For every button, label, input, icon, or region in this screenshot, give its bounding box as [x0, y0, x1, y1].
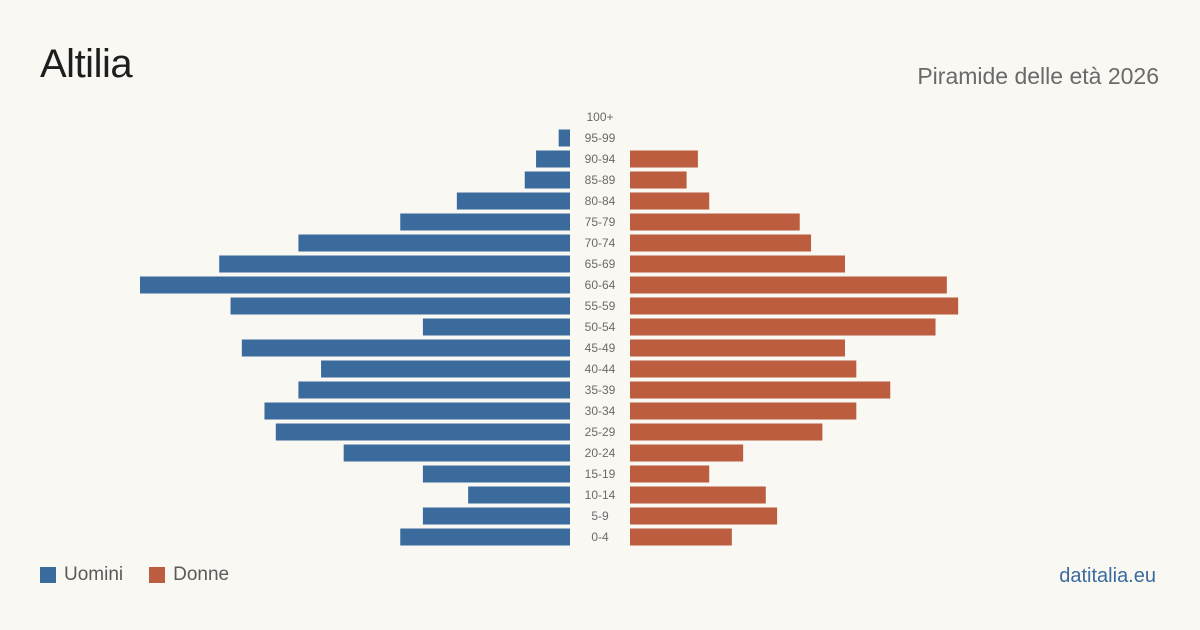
age-group-label: 90-94 [585, 152, 616, 166]
legend-item-women: Donne [149, 564, 229, 586]
bar-women-65-69 [630, 255, 845, 273]
bar-men-90-94 [536, 150, 570, 168]
age-group-label: 20-24 [585, 446, 616, 460]
age-group-label: 60-64 [585, 278, 616, 292]
age-group-label: 45-49 [585, 341, 616, 355]
bar-women-0-4 [630, 528, 732, 546]
bar-women-75-79 [630, 213, 800, 231]
bar-men-60-64 [140, 276, 570, 294]
bar-men-55-59 [230, 297, 571, 315]
bar-men-15-19 [422, 465, 570, 483]
bar-women-15-19 [630, 465, 710, 483]
bar-men-25-29 [275, 423, 570, 441]
bar-men-5-9 [422, 507, 570, 525]
bar-men-0-4 [400, 528, 570, 546]
bar-women-30-34 [630, 402, 857, 420]
bar-men-35-39 [298, 381, 570, 399]
age-group-label: 15-19 [585, 467, 616, 481]
bar-men-20-24 [343, 444, 570, 462]
bar-men-75-79 [400, 213, 570, 231]
age-group-label: 55-59 [585, 299, 616, 313]
bar-women-20-24 [630, 444, 744, 462]
chart-subtitle: Piramide delle età 2026 [917, 63, 1159, 89]
age-group-label: 65-69 [585, 257, 616, 271]
bar-men-40-44 [321, 360, 570, 378]
bar-men-95-99 [558, 129, 570, 147]
bar-women-45-49 [630, 339, 845, 357]
legend: Uomini Donne [40, 564, 255, 586]
bar-women-90-94 [630, 150, 698, 168]
age-group-label: 5-9 [591, 509, 609, 523]
age-group-label: 50-54 [585, 320, 616, 334]
bar-women-35-39 [630, 381, 891, 399]
bar-women-40-44 [630, 360, 857, 378]
bar-men-70-74 [298, 234, 570, 252]
legend-swatch-women [149, 567, 166, 583]
bar-women-5-9 [630, 507, 778, 525]
age-group-label: 80-84 [585, 194, 616, 208]
age-group-label: 35-39 [585, 383, 616, 397]
age-group-label: 25-29 [585, 425, 616, 439]
legend-item-men: Uomini [40, 564, 123, 586]
bar-women-85-89 [630, 171, 687, 189]
age-group-label: 95-99 [585, 131, 616, 145]
brand-link[interactable]: datitalia.eu [1059, 565, 1156, 587]
legend-swatch-men [40, 567, 56, 583]
bar-women-10-14 [630, 486, 766, 504]
legend-label-men: Uomini [64, 564, 124, 585]
legend-label-women: Donne [173, 564, 230, 585]
age-group-label: 10-14 [585, 488, 616, 502]
bar-men-45-49 [241, 339, 570, 357]
age-group-label: 70-74 [585, 236, 616, 250]
chart-title: Altilia [40, 42, 133, 86]
bar-women-80-84 [630, 192, 710, 210]
age-group-label: 30-34 [585, 404, 616, 418]
bar-men-65-69 [219, 255, 571, 273]
age-group-label: 0-4 [591, 530, 609, 544]
bar-women-25-29 [630, 423, 823, 441]
bar-men-50-54 [422, 318, 570, 336]
age-group-label: 75-79 [585, 215, 616, 229]
bar-men-10-14 [468, 486, 570, 504]
age-group-label: 40-44 [585, 362, 616, 376]
bar-women-60-64 [630, 276, 947, 294]
age-group-label: 100+ [586, 110, 613, 124]
bar-men-30-34 [264, 402, 570, 420]
bar-women-55-59 [630, 297, 959, 315]
bar-women-50-54 [630, 318, 936, 336]
age-group-label: 85-89 [585, 173, 616, 187]
bar-men-80-84 [456, 192, 570, 210]
bar-women-70-74 [630, 234, 812, 252]
bar-men-85-89 [524, 171, 570, 189]
